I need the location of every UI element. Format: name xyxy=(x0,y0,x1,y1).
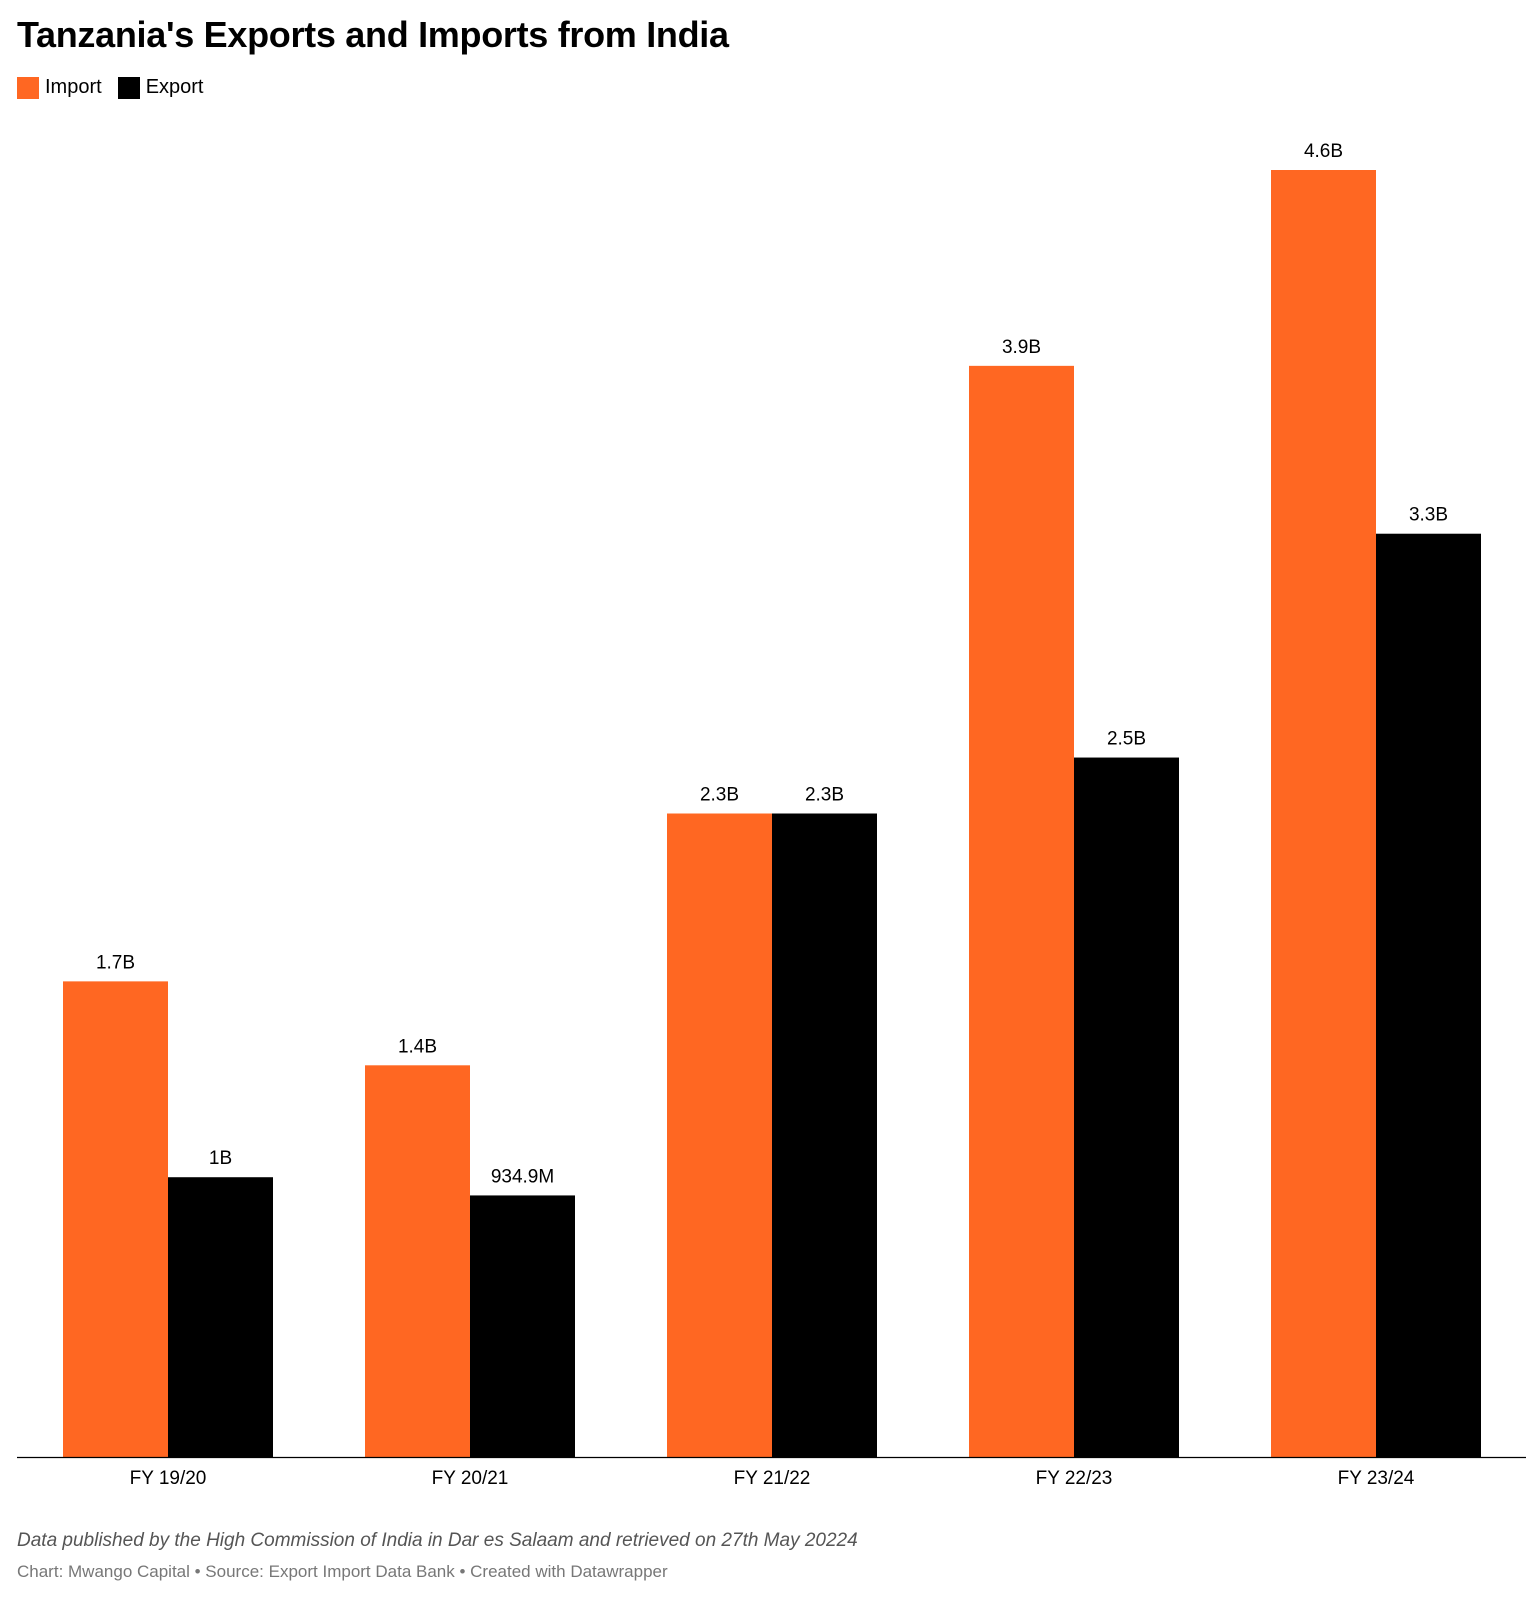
bar-export-2 xyxy=(772,813,877,1457)
legend-label-export: Export xyxy=(145,76,204,98)
bar-import-0 xyxy=(63,981,168,1457)
legend-label-import: Import xyxy=(45,76,102,98)
chart-notes: Data published by the High Commission of… xyxy=(17,1530,858,1551)
data-label-export-3: 2.5B xyxy=(1107,729,1146,750)
bar-export-1 xyxy=(470,1195,575,1457)
legend: Import Export xyxy=(17,76,220,99)
bar-export-4 xyxy=(1376,533,1481,1457)
x-tick-label-2: FY 21/22 xyxy=(734,1468,811,1489)
bar-import-1 xyxy=(365,1065,470,1457)
chart-byline: Chart: Mwango Capital • Source: Export I… xyxy=(17,1562,668,1581)
data-label-import-1: 1.4B xyxy=(398,1036,437,1057)
bar-import-4 xyxy=(1271,170,1376,1457)
bar-import-3 xyxy=(969,365,1074,1457)
data-label-import-3: 3.9B xyxy=(1002,337,1041,358)
legend-swatch-export xyxy=(117,76,140,99)
data-label-export-0: 1B xyxy=(209,1148,232,1169)
x-tick-label-4: FY 23/24 xyxy=(1338,1468,1415,1489)
legend-item-import: Import xyxy=(17,76,102,99)
bar-export-0 xyxy=(168,1177,273,1457)
data-label-import-4: 4.6B xyxy=(1304,141,1343,162)
bar-import-2 xyxy=(667,813,772,1457)
legend-item-export: Export xyxy=(117,76,204,99)
x-tick-label-0: FY 19/20 xyxy=(130,1468,207,1489)
data-label-export-1: 934.9M xyxy=(491,1166,554,1187)
data-label-import-2: 2.3B xyxy=(700,785,739,806)
x-tick-label-1: FY 20/21 xyxy=(432,1468,509,1489)
x-tick-label-3: FY 22/23 xyxy=(1036,1468,1113,1489)
legend-swatch-import xyxy=(17,76,39,99)
data-label-export-4: 3.3B xyxy=(1409,505,1448,526)
bar-export-3 xyxy=(1074,757,1179,1457)
data-label-export-2: 2.3B xyxy=(805,785,844,806)
chart-title: Tanzania's Exports and Imports from Indi… xyxy=(17,14,729,55)
data-label-import-0: 1.7B xyxy=(96,952,135,973)
